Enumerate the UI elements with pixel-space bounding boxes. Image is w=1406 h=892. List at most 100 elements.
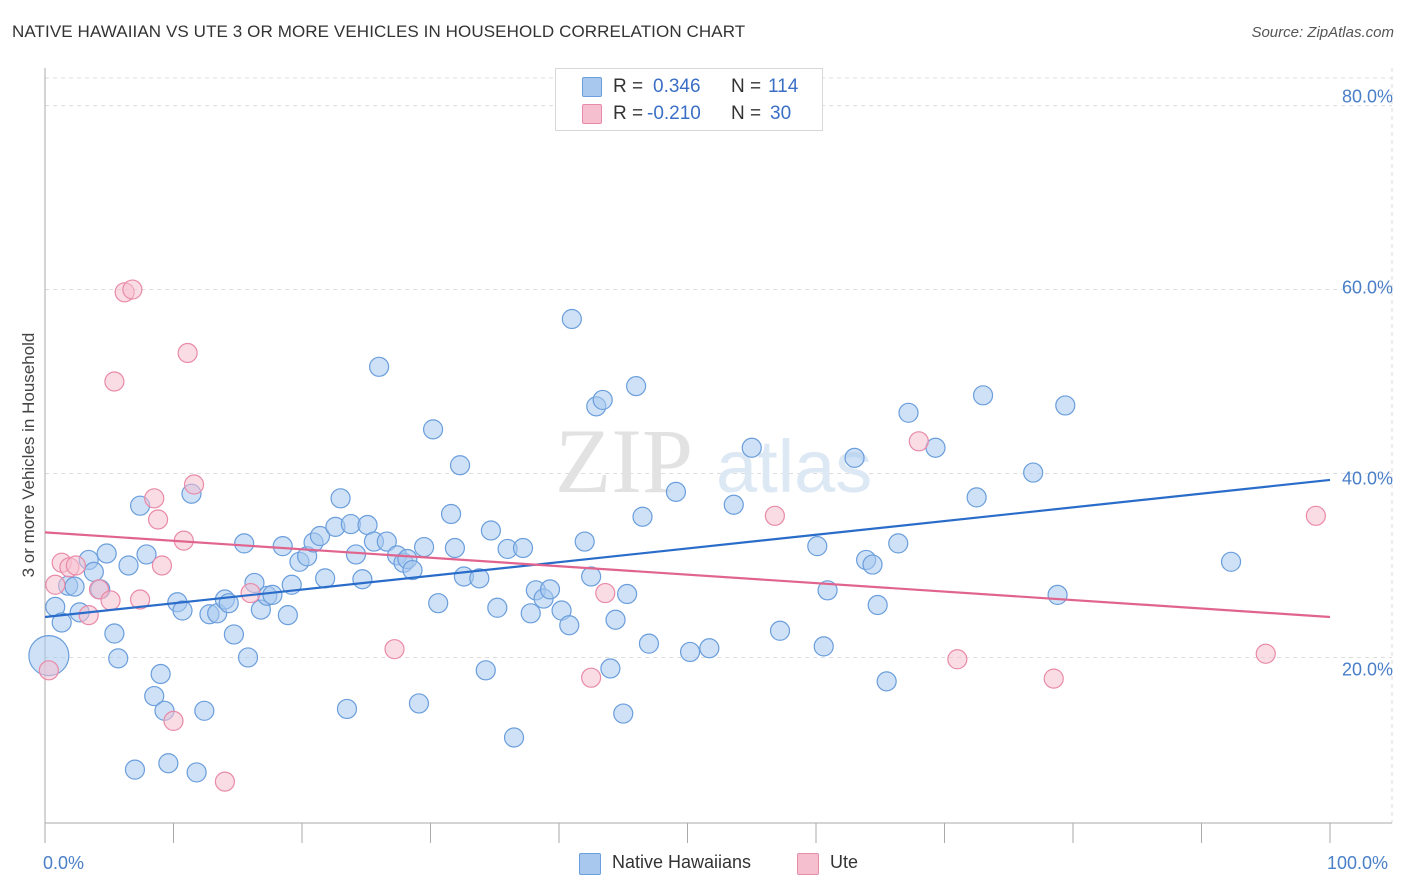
point-native-hawaiians-79 (559, 615, 580, 636)
legend-label-ute: Ute (830, 852, 859, 872)
point-native-hawaiians-83 (592, 389, 613, 411)
stats-n-label-blue: N = (731, 76, 762, 97)
point-native-hawaiians-52 (369, 356, 390, 377)
point-native-hawaiians-48 (345, 544, 367, 565)
point-ute-5 (78, 605, 99, 626)
point-native-hawaiians-103 (867, 594, 888, 616)
point-native-hawaiians-57 (402, 559, 423, 581)
stats-n-value-blue: 114 (768, 76, 799, 97)
point-native-hawaiians-81 (581, 566, 602, 587)
point-native-hawaiians-21 (172, 600, 193, 621)
point-native-hawaiians-63 (444, 537, 466, 559)
watermark-atlas: atlas (716, 425, 872, 508)
point-native-hawaiians-49 (352, 569, 373, 590)
axes (44, 68, 1392, 843)
point-native-hawaiians-69 (487, 597, 508, 618)
point-ute-22 (581, 667, 602, 688)
point-native-hawaiians-64 (449, 455, 471, 476)
legend-swatch-pink (797, 853, 819, 875)
point-native-hawaiians-31 (237, 647, 259, 668)
point-native-hawaiians-109 (972, 385, 994, 406)
point-native-hawaiians-68 (480, 520, 501, 541)
point-ute-19 (214, 771, 235, 792)
point-ute-24 (764, 505, 785, 526)
point-native-hawaiians-88 (625, 376, 647, 397)
point-native-hawaiians-92 (679, 641, 701, 663)
point-ute-15 (163, 710, 184, 732)
point-native-hawaiians-67 (475, 660, 496, 681)
series-ute (38, 279, 1326, 792)
point-native-hawaiians-97 (807, 536, 828, 557)
point-native-hawaiians-113 (1220, 551, 1242, 572)
point-native-hawaiians-60 (422, 419, 444, 440)
legend-swatch-blue (579, 853, 601, 875)
point-native-hawaiians-42 (309, 525, 331, 547)
point-native-hawaiians-45 (330, 488, 351, 509)
y-tick-label-80: 80.0% (1341, 86, 1393, 107)
point-native-hawaiians-108 (966, 487, 987, 508)
point-ute-7 (100, 590, 121, 611)
stats-row-pink: R = -0.210 N = 30 (556, 102, 822, 126)
point-ute-27 (1043, 668, 1064, 689)
point-native-hawaiians-11 (108, 648, 129, 669)
point-native-hawaiians-35 (262, 584, 283, 606)
point-ute-12 (144, 488, 165, 509)
point-native-hawaiians-96 (769, 620, 791, 641)
point-native-hawaiians-105 (888, 533, 909, 554)
trend-lines (44, 478, 1331, 619)
stats-r-label-blue: R = (613, 76, 644, 97)
point-native-hawaiians-37 (277, 605, 298, 626)
chart-title: NATIVE HAWAIIAN VS UTE 3 OR MORE VEHICLE… (12, 22, 746, 41)
point-ute-1 (45, 574, 66, 595)
source-label: Source: ZipAtlas.com (1251, 24, 1394, 41)
stats-box: R = 0.346 N = 114 R = -0.210 N = 30 (555, 68, 823, 131)
point-native-hawaiians-53 (376, 531, 397, 552)
point-ute-29 (1305, 505, 1326, 526)
point-native-hawaiians-72 (512, 537, 534, 559)
point-native-hawaiians-9 (96, 543, 117, 564)
point-ute-18 (183, 474, 205, 495)
point-native-hawaiians-12 (118, 555, 139, 576)
point-native-hawaiians-62 (440, 503, 462, 525)
point-native-hawaiians-4 (64, 576, 85, 597)
point-native-hawaiians-61 (428, 593, 449, 614)
point-native-hawaiians-10 (104, 623, 125, 644)
point-native-hawaiians-78 (561, 308, 582, 330)
x-tick-label-max: 100.0% (1327, 853, 1389, 873)
point-native-hawaiians-23 (186, 762, 207, 783)
stats-swatch-pink (582, 104, 602, 124)
point-native-hawaiians-15 (136, 544, 157, 565)
point-ute-14 (151, 555, 173, 576)
point-native-hawaiians-89 (632, 506, 653, 527)
trend-line-ute (44, 531, 1331, 619)
point-native-hawaiians-29 (223, 624, 244, 645)
point-native-hawaiians-2 (51, 612, 72, 633)
point-native-hawaiians-106 (898, 402, 919, 423)
point-native-hawaiians-16 (144, 685, 165, 707)
point-ute-26 (947, 649, 968, 670)
point-native-hawaiians-91 (665, 481, 687, 502)
point-native-hawaiians-24 (194, 700, 215, 721)
point-native-hawaiians-58 (408, 693, 430, 714)
series-native-hawaiians (28, 308, 1242, 783)
stats-n-label-pink: N = (731, 103, 762, 124)
point-native-hawaiians-7 (83, 561, 104, 583)
point-native-hawaiians-94 (723, 494, 744, 515)
point-native-hawaiians-100 (844, 447, 865, 468)
point-native-hawaiians-111 (1047, 584, 1068, 606)
point-ute-13 (147, 509, 169, 530)
point-ute-20 (240, 582, 261, 604)
point-native-hawaiians-71 (503, 727, 525, 748)
point-native-hawaiians-46 (336, 698, 358, 720)
point-native-hawaiians-13 (124, 759, 146, 780)
point-native-hawaiians-112 (1055, 395, 1076, 416)
point-ute-21 (384, 639, 405, 660)
point-native-hawaiians-43 (315, 568, 336, 589)
point-native-hawaiians-17 (150, 663, 171, 685)
stats-row-blue: R = 0.346 N = 114 (556, 75, 822, 99)
stats-r-value-pink: -0.210 (647, 103, 701, 124)
stats-n-value-pink: 30 (770, 103, 792, 124)
point-native-hawaiians-73 (520, 603, 541, 624)
point-native-hawaiians-59 (413, 536, 435, 558)
point-native-hawaiians-86 (613, 703, 634, 724)
